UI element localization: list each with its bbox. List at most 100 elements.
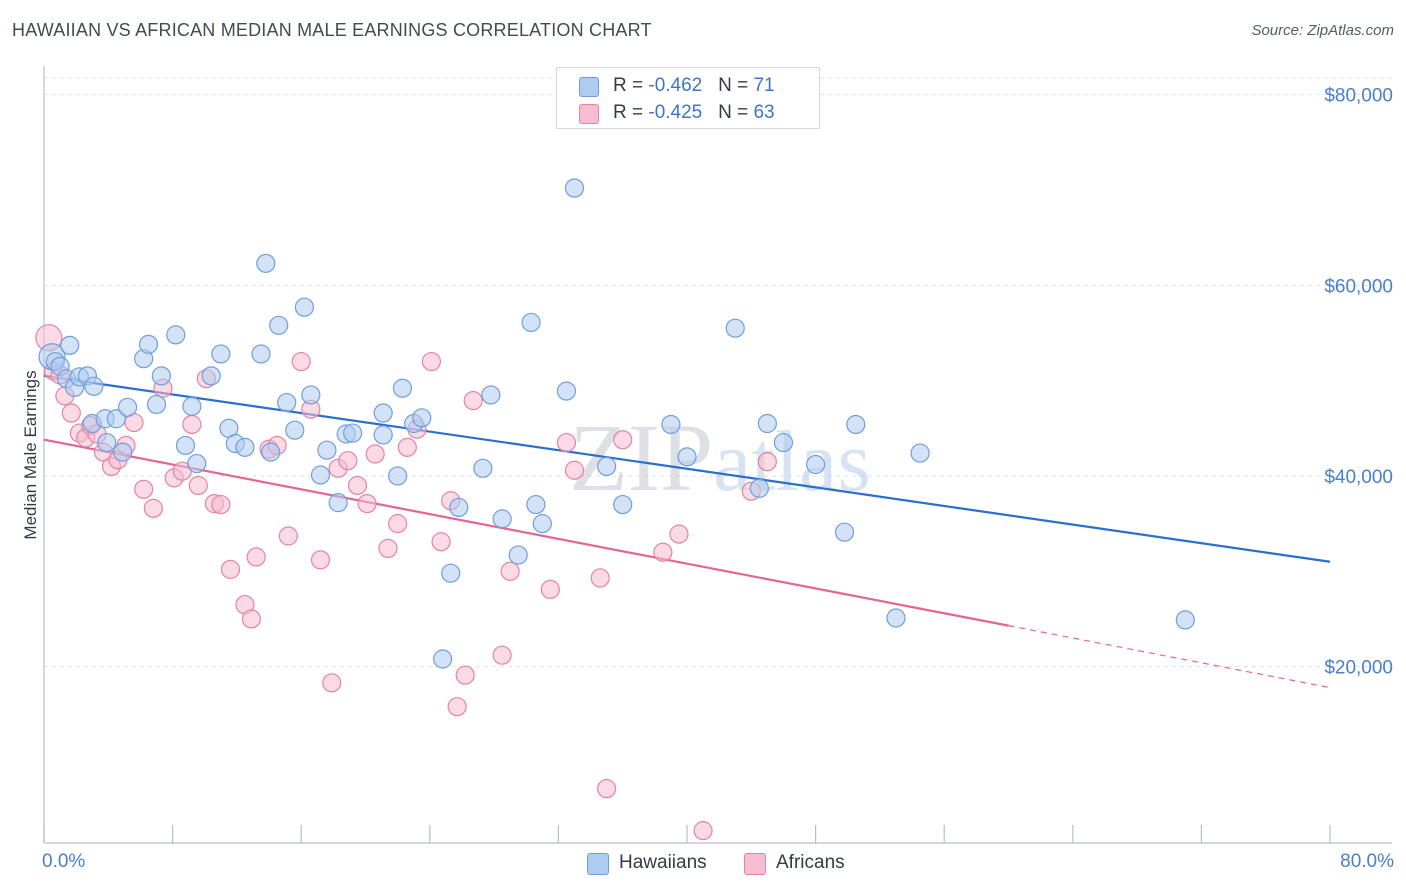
x-tick-max: 80.0% (1340, 851, 1394, 872)
point-africans (556, 432, 577, 453)
point-africans (134, 479, 154, 499)
legend-swatch-africans (744, 853, 766, 875)
point-hawaiians (277, 392, 297, 413)
legend-swatch-hawaiians (587, 853, 609, 875)
legend-r-label: R = (613, 75, 649, 96)
point-hawaiians (526, 494, 546, 515)
point-hawaiians (473, 458, 493, 478)
point-hawaiians (805, 454, 826, 475)
chart-title: HAWAIIAN VS AFRICAN MEDIAN MALE EARNINGS… (12, 20, 652, 40)
point-hawaiians (151, 366, 171, 386)
point-hawaiians (532, 514, 552, 534)
point-hawaiians (117, 397, 138, 417)
point-hawaiians (492, 509, 512, 529)
point-africans (421, 351, 442, 372)
trend-line-africans (43, 438, 1009, 627)
point-hawaiians (301, 385, 321, 405)
point-africans (653, 542, 673, 562)
y-tick-label: $20,000 (1324, 658, 1393, 679)
point-africans (378, 538, 398, 559)
point-hawaiians (138, 334, 159, 354)
point-hawaiians (508, 545, 528, 565)
point-hawaiians (84, 376, 104, 396)
point-hawaiians (235, 437, 255, 457)
point-africans (291, 351, 311, 372)
point-hawaiians (521, 312, 541, 333)
point-hawaiians (251, 344, 271, 364)
point-africans (500, 561, 520, 581)
legend-r-label: R = (613, 102, 649, 123)
point-africans (246, 547, 266, 567)
point-hawaiians (388, 466, 408, 486)
point-hawaiians (677, 447, 697, 467)
point-hawaiians (261, 442, 281, 462)
legend-label-hawaiians: Hawaiians (619, 852, 707, 873)
watermark: ZIPatlas (569, 404, 871, 511)
point-hawaiians (433, 649, 453, 669)
point-africans (613, 430, 633, 450)
point-africans (365, 444, 385, 464)
x-tick-min: 0.0% (42, 851, 86, 872)
point-africans (757, 452, 777, 472)
point-hawaiians (256, 253, 276, 273)
point-hawaiians (597, 456, 617, 477)
legend-r-value-hawaiians: -0.462 (648, 75, 703, 96)
point-hawaiians (757, 413, 777, 434)
source-credit: Source: ZipAtlas.com (1251, 22, 1394, 39)
legend-n-label: N = (718, 102, 754, 123)
point-africans (455, 665, 475, 685)
point-africans (211, 494, 231, 515)
point-hawaiians (661, 414, 681, 435)
point-africans (431, 532, 451, 552)
point-hawaiians (1175, 610, 1195, 630)
trend-lines (43, 374, 1331, 689)
point-africans (310, 550, 331, 570)
point-hawaiians (113, 442, 133, 462)
point-hawaiians (392, 378, 413, 398)
point-hawaiians (269, 315, 289, 335)
point-hawaiians (481, 385, 501, 405)
y-axis-label: Median Male Earnings (21, 370, 40, 539)
point-hawaiians (285, 420, 305, 440)
legend-swatch-africans (579, 104, 599, 124)
point-africans (447, 697, 467, 717)
point-africans (388, 514, 408, 534)
point-hawaiians (175, 435, 196, 456)
axes (43, 66, 1392, 844)
point-hawaiians (60, 335, 80, 355)
point-hawaiians (910, 443, 930, 463)
point-hawaiians (182, 396, 202, 416)
point-africans (241, 609, 261, 629)
point-hawaiians (373, 403, 393, 423)
legend-r-value-africans: -0.425 (648, 102, 703, 123)
point-africans (540, 579, 560, 600)
point-hawaiians (187, 453, 207, 474)
point-hawaiians (373, 425, 393, 445)
point-africans (597, 779, 617, 799)
point-hawaiians (773, 432, 794, 453)
point-hawaiians (317, 440, 337, 460)
point-africans (143, 498, 163, 518)
legend-swatch-hawaiians (579, 77, 599, 97)
point-hawaiians (211, 344, 231, 364)
point-africans (188, 475, 208, 496)
y-tick-label: $80,000 (1324, 86, 1393, 107)
point-africans (220, 559, 241, 579)
point-africans (590, 568, 610, 588)
point-hawaiians (613, 494, 633, 515)
point-hawaiians (846, 414, 866, 435)
legend-n-value-africans: 63 (753, 102, 775, 123)
point-africans (492, 645, 512, 665)
point-africans (61, 403, 81, 423)
point-africans (357, 493, 377, 514)
point-africans (564, 460, 585, 480)
point-africans (182, 414, 202, 435)
stats-legend: R = -0.462 N = 71 R = -0.425 N = 63 (556, 67, 820, 129)
point-hawaiians (556, 381, 577, 401)
legend-label-africans: Africans (776, 852, 845, 873)
point-hawaiians (343, 423, 363, 443)
y-tick-label: $60,000 (1324, 276, 1393, 297)
trend-line-hawaiians (43, 374, 1331, 563)
point-hawaiians (201, 366, 221, 386)
point-hawaiians (166, 325, 186, 345)
